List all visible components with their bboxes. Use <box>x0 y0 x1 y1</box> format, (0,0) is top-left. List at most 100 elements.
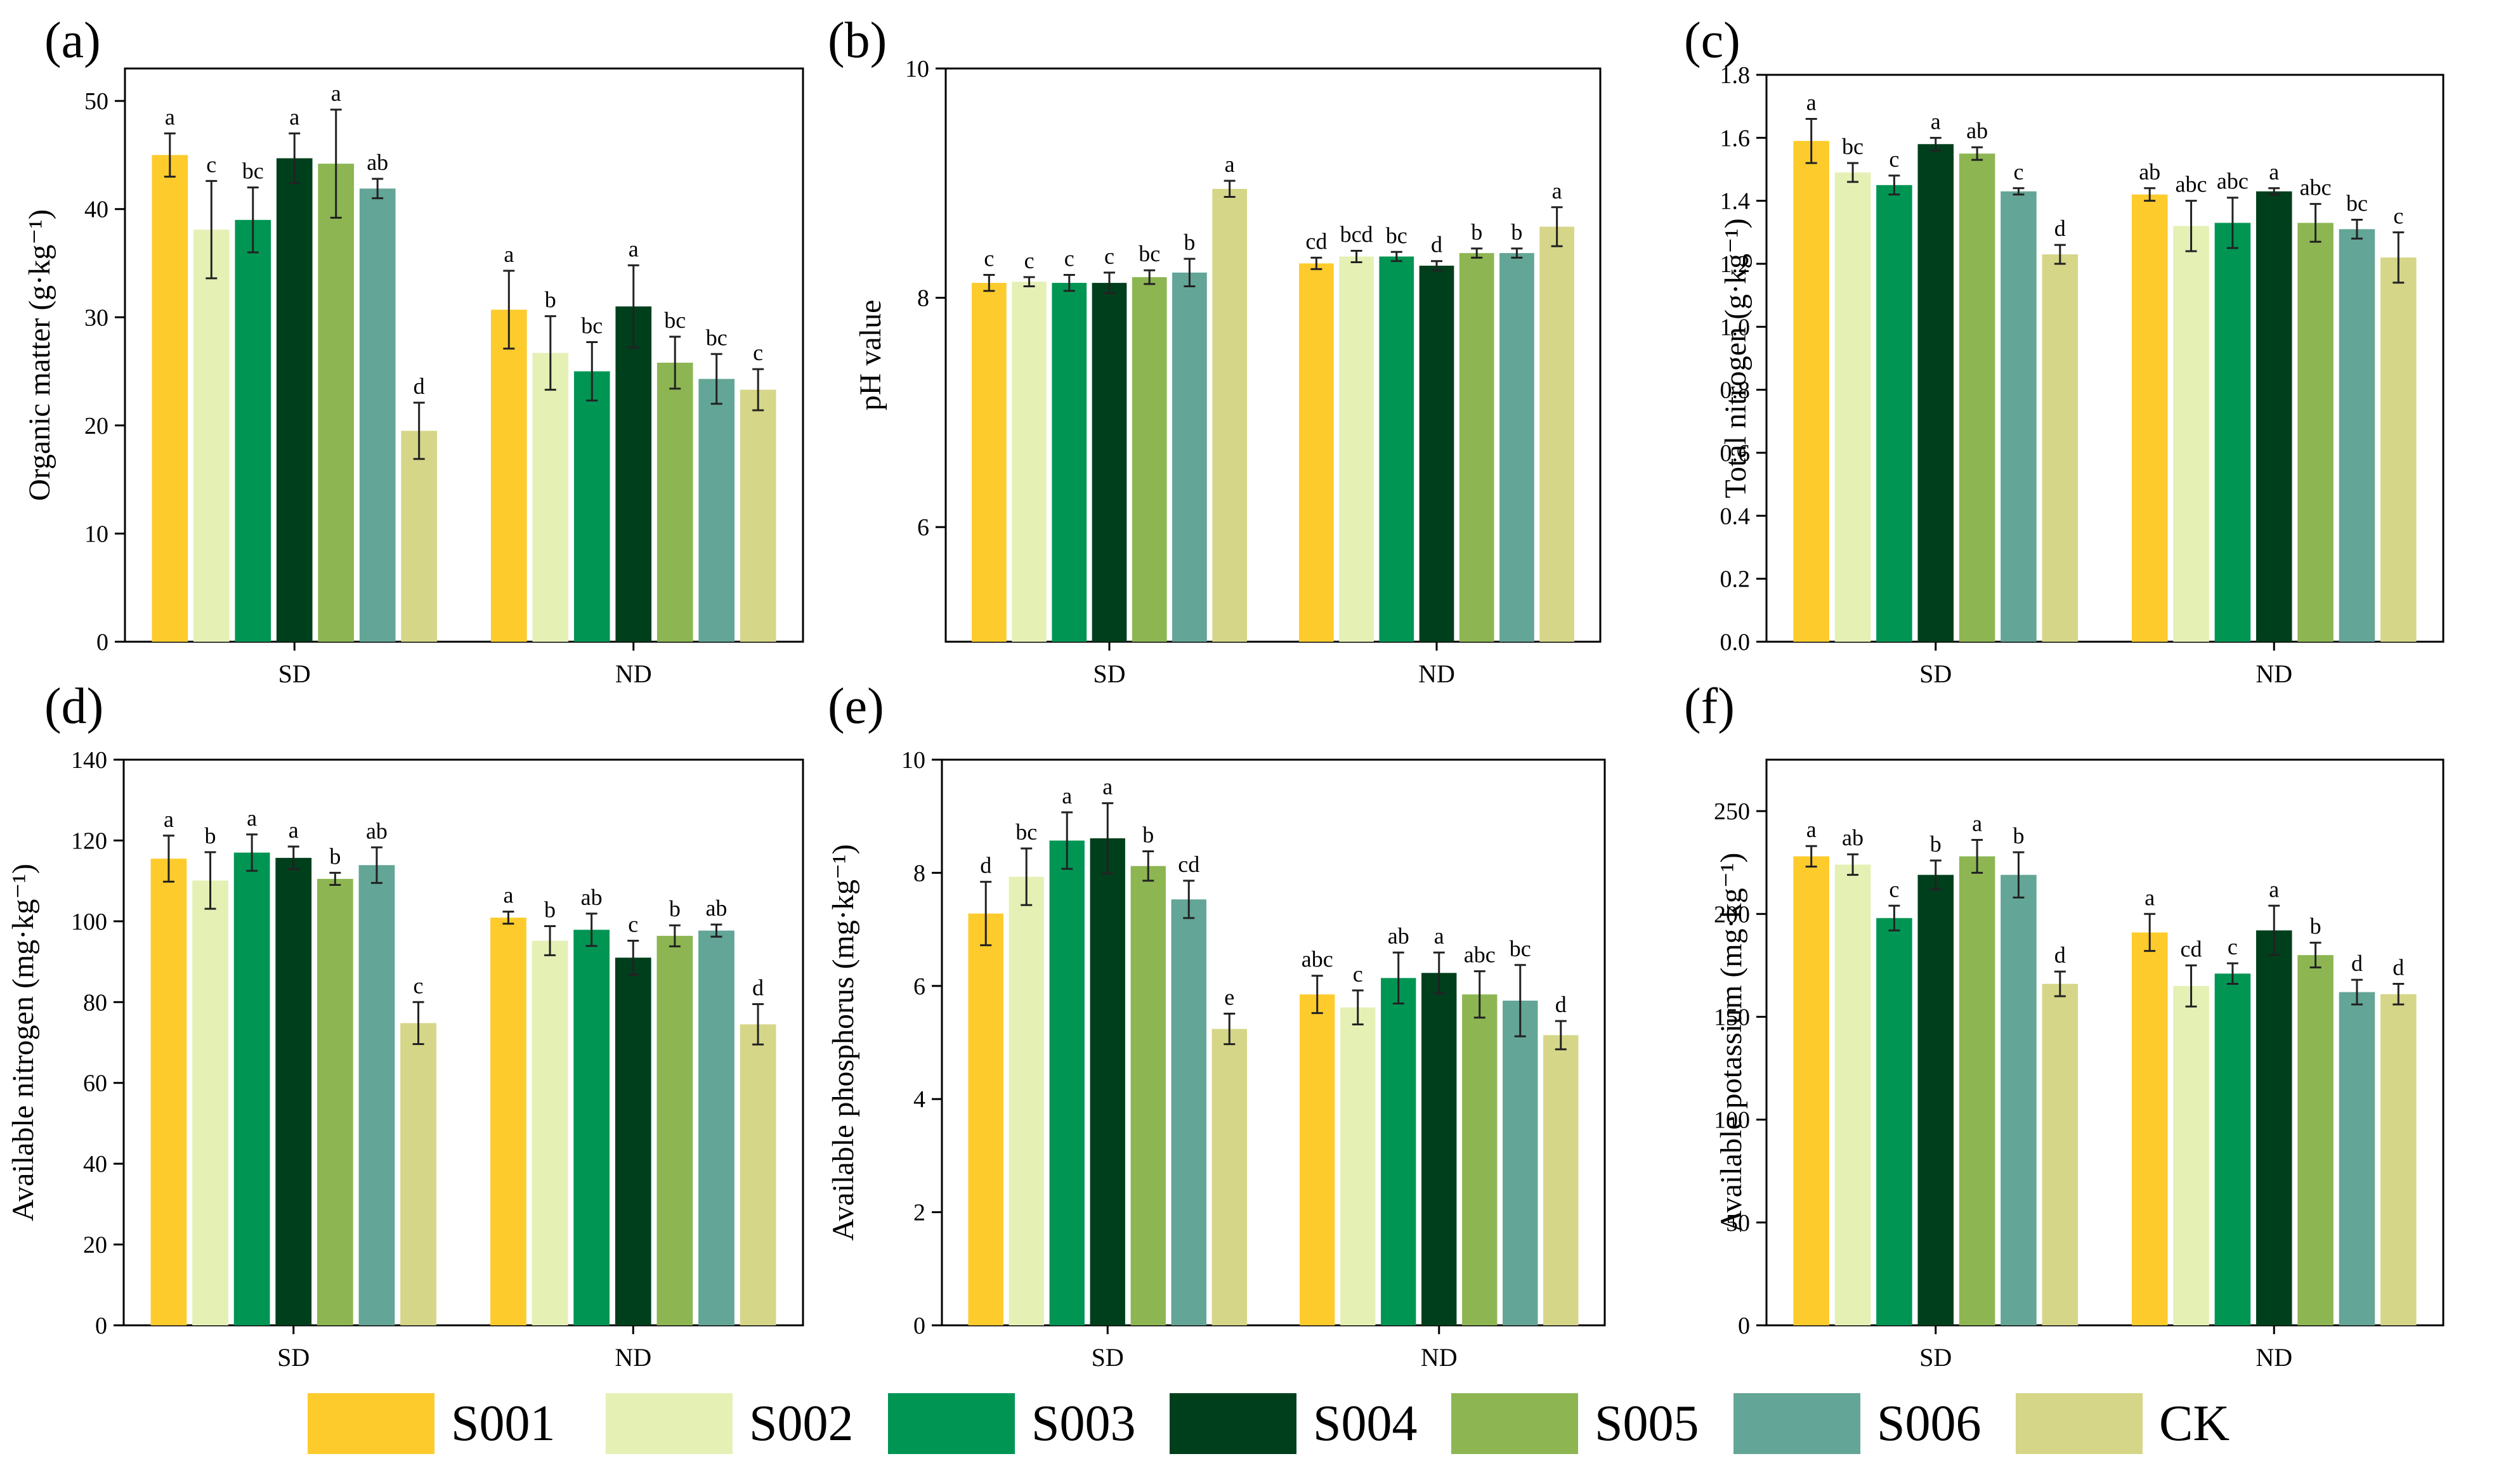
panel-b-sig-letter-s002-sd: c <box>1024 248 1035 273</box>
panel-b-bar-s003-nd <box>1379 256 1414 642</box>
panel-f-bar-s002-nd <box>2173 985 2209 1325</box>
panel-a-xtick-label-nd: ND <box>615 659 652 688</box>
panel-f-xtick-label-sd: SD <box>1919 1343 1952 1372</box>
panel-d-bar-s004-nd <box>615 958 651 1325</box>
legend-item-ck: CK <box>2016 1392 2229 1455</box>
panel-d-ytick-label: 140 <box>71 747 107 774</box>
panel-a-label: (a) <box>44 13 101 68</box>
panel-f-bar-s006-nd <box>2339 992 2375 1325</box>
panel-b-sig-letter-s006-nd: b <box>1511 219 1522 245</box>
panel-a-xtick-label-sd: SD <box>278 659 311 688</box>
panel-d-sig-letter-s006-sd: ab <box>366 818 388 843</box>
panel-e-bar-ck-sd <box>1211 1029 1247 1325</box>
legend-swatch-s003 <box>888 1393 1015 1454</box>
panel-d-sig-letter-s003-sd: a <box>247 805 257 831</box>
panel-c-ytick-label: 1.4 <box>1720 188 1751 215</box>
panel-c-ytick-label: 0.2 <box>1720 566 1751 593</box>
panel-a-bar-s002-sd <box>193 230 230 642</box>
panel-e-sig-letter-s005-nd: abc <box>1464 942 1496 968</box>
panel-f-ytick-label: 50 <box>1726 1210 1750 1237</box>
panel-c-bar-s003-nd <box>2214 223 2251 642</box>
panel-d-bar-s006-sd <box>358 865 395 1325</box>
panel-d-frame <box>122 758 804 1327</box>
panel-a-frame <box>124 67 804 643</box>
panel-c-bar-s004-nd <box>2256 191 2292 642</box>
panel-b-bar-s002-nd <box>1339 256 1374 642</box>
panel-e-sig-letter-s001-nd: abc <box>1302 947 1333 972</box>
panel-c-sig-letter-s005-nd: abc <box>2300 175 2332 200</box>
panel-e-bar-s002-nd <box>1340 1007 1376 1325</box>
panel-a-sig-letter-s004-nd: a <box>629 236 639 261</box>
panel-d-ytick-label: 80 <box>83 989 107 1016</box>
panel-b-bar-s004-nd <box>1419 265 1454 642</box>
panel-a-sig-letter-s002-nd: b <box>545 287 556 313</box>
panel-d-ytick-label: 120 <box>71 828 107 854</box>
panel-b-sig-letter-s001-nd: cd <box>1305 228 1327 254</box>
panel-f-bar-s003-nd <box>2214 973 2251 1325</box>
legend-swatch-s002 <box>606 1393 733 1454</box>
panel-d-bar-s001-sd <box>150 859 187 1325</box>
panel-b-bar-ck-nd <box>1539 226 1574 642</box>
panel-e-bar-s002-sd <box>1009 876 1044 1325</box>
panel-e-sig-letter-s004-sd: a <box>1102 774 1113 800</box>
panel-c-bar-s006-sd <box>2001 191 2037 642</box>
panel-d-label: (d) <box>44 679 103 734</box>
legend-label-ck: CK <box>2159 1395 2230 1452</box>
panel-d-ytick-label: 40 <box>83 1151 107 1178</box>
legend-swatch-s001 <box>308 1393 434 1454</box>
legend-label-s002: S002 <box>749 1395 854 1452</box>
legend-item-s002: S002 <box>606 1392 854 1455</box>
panel-b-bar-s004-sd <box>1092 283 1127 642</box>
panel-d-sig-letter-s001-nd: a <box>503 883 513 908</box>
panel-b-sig-letter-s005-sd: bc <box>1139 241 1160 266</box>
panel-e-ytick-label: 4 <box>913 1086 925 1113</box>
panel-e-sig-letter-s005-sd: b <box>1142 822 1154 848</box>
panel-f-ytick-label: 200 <box>1714 901 1750 928</box>
panel-f-ytick-label: 250 <box>1714 798 1750 825</box>
panel-a-bar-ck-nd <box>740 389 776 642</box>
panel-a-ytick-label: 30 <box>84 304 108 331</box>
panel-f-sig-letter-s006-sd: b <box>2013 823 2024 848</box>
panel-f-ytick-label: 150 <box>1714 1004 1750 1030</box>
panel-c-sig-letter-s002-nd: abc <box>2176 172 2207 197</box>
panel-c-bar-s004-sd <box>1917 144 1954 642</box>
panel-b-sig-letter-s001-sd: c <box>984 245 994 271</box>
panel-d-ytick-label: 0 <box>95 1313 107 1339</box>
panel-f-bar-ck-sd <box>2042 984 2079 1325</box>
panel-c-sig-letter-s006-nd: bc <box>2346 190 2368 216</box>
panel-c-ytick-label: 1.0 <box>1720 314 1751 341</box>
panel-d-bar-s002-sd <box>192 880 228 1325</box>
panel-c-sig-letter-s001-nd: ab <box>2139 159 2160 185</box>
panel-d-bar-s003-sd <box>233 852 270 1325</box>
panel-a-sig-letter-s003-nd: bc <box>581 313 603 339</box>
panel-c-sig-letter-ck-sd: d <box>2054 216 2066 241</box>
legend-item-s004: S004 <box>1170 1392 1418 1455</box>
panel-c-ylabel: Total nitrogen (g·kg⁻¹) <box>1719 218 1753 498</box>
panel-e-ytick-label: 6 <box>913 973 925 1000</box>
panel-f-sig-letter-s005-sd: a <box>1972 811 1982 836</box>
panel-b-bar-s001-sd <box>972 283 1007 642</box>
panel-a-bar-s005-nd <box>656 362 693 642</box>
panel-a-sig-letter-s005-sd: a <box>331 81 341 106</box>
panel-e-ylabel: Available phosphorus (mg·kg⁻¹) <box>826 844 860 1240</box>
panel-a-sig-letter-s006-nd: bc <box>706 325 728 350</box>
panel-d-sig-letter-s003-nd: ab <box>581 885 603 910</box>
panel-d-sig-letter-s005-nd: b <box>669 896 681 921</box>
panel-c-label: (c) <box>1684 13 1740 68</box>
panel-d-bar-s003-nd <box>573 930 610 1325</box>
panel-c-sig-letter-s006-sd: c <box>2013 159 2023 185</box>
panel-e-sig-letter-s006-sd: cd <box>1178 852 1199 877</box>
panel-e-frame <box>941 758 1606 1327</box>
panel-d-ylabel: Available nitrogen (mg·kg⁻¹) <box>6 864 40 1221</box>
panel-e-ytick-label: 10 <box>901 747 925 774</box>
panel-a-sig-letter-s004-sd: a <box>289 104 299 129</box>
panel-e-sig-letter-s003-nd: ab <box>1388 923 1409 949</box>
panel-b-bar-s003-sd <box>1052 283 1087 642</box>
panel-e-label: (e) <box>828 679 884 734</box>
panel-f-frame <box>1765 758 2445 1327</box>
legend-swatch-ck <box>2016 1393 2143 1454</box>
panel-d-sig-letter-s002-sd: b <box>205 823 216 848</box>
panel-c-ytick-label: 1.6 <box>1720 125 1751 152</box>
panel-e-bar-s001-sd <box>968 913 1003 1325</box>
panel-a-bar-s004-nd <box>615 306 652 642</box>
